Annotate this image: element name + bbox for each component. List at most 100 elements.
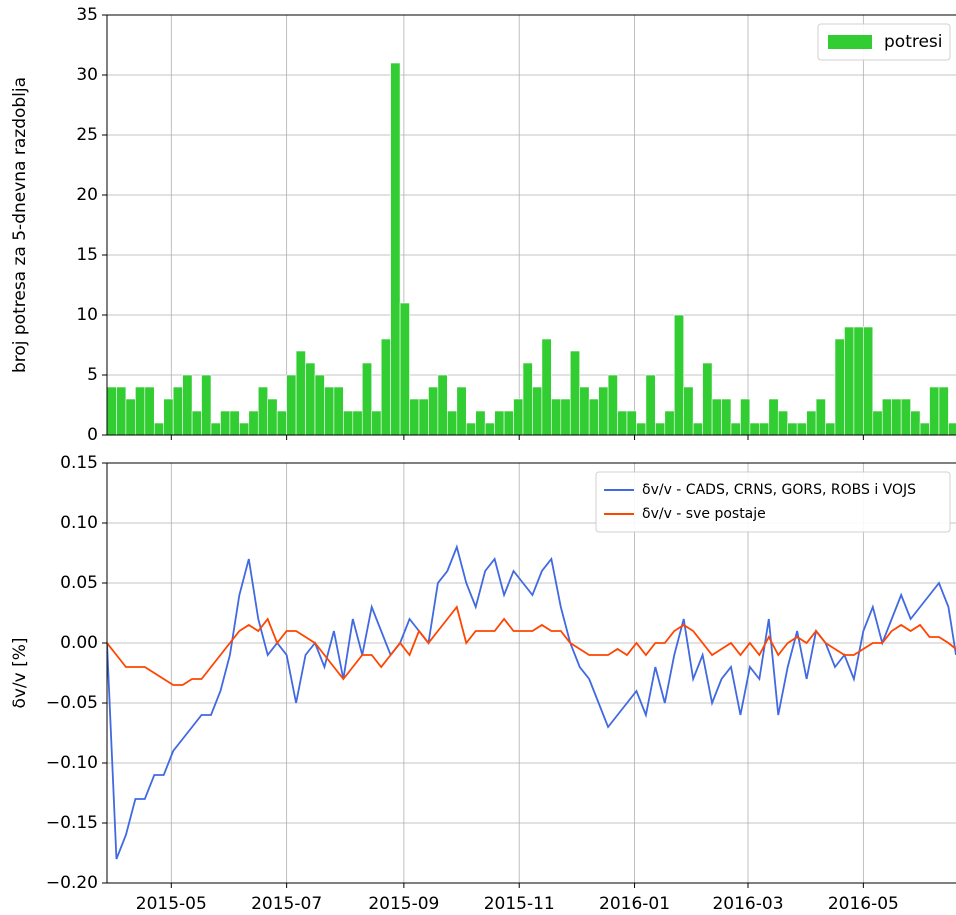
bar [617,410,628,435]
legend-box [817,23,951,61]
bar [645,374,656,435]
bar [787,422,798,435]
bar [598,386,609,435]
bar [475,410,486,435]
bar [844,326,855,435]
bar [796,422,807,435]
y-tick-label: 25 [76,125,98,145]
bar [295,350,306,435]
bar [929,386,940,435]
bar [380,338,391,435]
bar [361,362,373,435]
y-tick-label: −0.15 [46,813,98,833]
bar [872,410,883,435]
bar [607,374,618,435]
x-tick-label: 2015-11 [484,894,555,914]
legend-swatch [828,35,872,49]
axes-frame [106,14,956,436]
bar [135,386,146,435]
y-tick-label: 0.10 [60,513,98,533]
bar [503,410,514,435]
bar [721,398,732,435]
bar [418,398,429,435]
bar [305,362,316,435]
bar [806,410,817,435]
bar [759,422,770,435]
plot-area [107,62,956,435]
bar [191,410,202,435]
bar [777,410,789,435]
bar [343,410,354,435]
bar [201,374,212,435]
bar [834,338,845,435]
bar [220,410,231,435]
y-tick-label: −0.20 [46,873,98,893]
bar [163,398,174,435]
bar [465,422,477,435]
bar [740,398,751,435]
bar [853,326,864,435]
bar [352,410,363,435]
bar [569,350,581,435]
bar [399,302,410,435]
bar [711,398,722,435]
y-tick-label: 30 [76,65,98,85]
bar [116,386,127,435]
bar [484,422,495,435]
y-tick-label: 5 [87,365,98,385]
bar [286,374,297,435]
bar [891,398,902,435]
bar [768,398,779,435]
y-axis-label: δv/v [%] [10,637,30,708]
bar [314,374,325,435]
bar [333,386,344,435]
bar [456,386,467,435]
bar [560,398,571,435]
x-tick-label: 2016-05 [828,894,899,914]
y-tick-label: −0.10 [46,753,98,773]
legend-label: potresi [884,32,943,52]
x-tick-label: 2015-05 [136,894,207,914]
bar [919,422,930,435]
bar [390,62,401,435]
plot-area [107,544,956,860]
bar [513,398,524,435]
bar [371,410,382,435]
bar [588,398,599,435]
bar [900,398,911,435]
bar [153,422,165,435]
bar [673,314,685,435]
bar [815,398,826,435]
bar [938,386,949,435]
bar [229,410,240,435]
x-tick-label: 2015-09 [368,894,439,914]
bar [125,398,136,435]
bar [276,410,287,435]
y-tick-label: 0 [87,425,98,445]
bar [324,386,335,435]
legend-label: δv/v - sve postaje [642,506,766,522]
y-tick-label: 15 [76,245,98,265]
bar [551,398,562,435]
bar [172,386,183,435]
bar [730,422,741,435]
bar [655,422,666,435]
y-tick-label: 0.00 [60,633,98,653]
x-tick-label: 2015-07 [251,894,322,914]
bar [910,410,921,435]
bar [210,422,221,435]
y-tick-label: 0.05 [60,573,98,593]
bar [683,386,694,435]
bar [409,398,420,435]
bar [144,386,155,435]
y-tick-label: 20 [76,185,98,205]
bar [626,410,637,435]
x-tick-label: 2016-01 [599,894,670,914]
y-tick-label: −0.05 [46,693,98,713]
bar [948,422,956,435]
bar [257,386,269,435]
bar [636,422,647,435]
line [107,605,956,686]
